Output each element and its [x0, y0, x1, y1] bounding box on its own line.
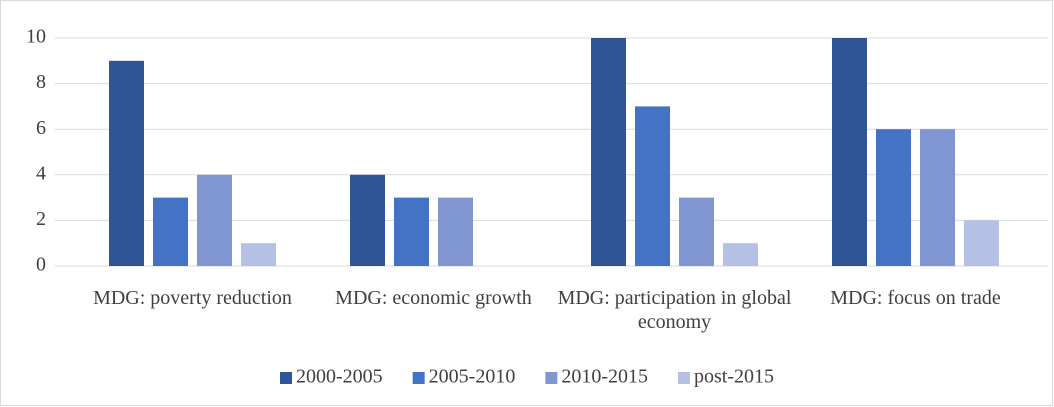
legend-swatch — [412, 372, 425, 384]
bar — [679, 197, 714, 266]
bar — [197, 174, 232, 266]
y-tick-label: 8 — [36, 71, 46, 93]
x-tick-label: MDG: economic growth — [335, 287, 532, 309]
bar — [832, 38, 867, 266]
bar — [394, 197, 429, 266]
bar — [153, 197, 188, 266]
y-tick-label: 10 — [26, 26, 46, 48]
y-tick-label: 2 — [36, 208, 46, 230]
y-tick-label: 6 — [36, 117, 46, 139]
legend-label: 2000-2005 — [296, 366, 383, 388]
legend-swatch — [545, 372, 558, 384]
x-tick-label: MDG: participation in global economy — [557, 287, 792, 333]
bar — [241, 243, 276, 266]
bar — [438, 197, 473, 266]
bar — [920, 129, 955, 266]
bar — [723, 243, 758, 266]
x-tick-label: MDG: focus on trade — [830, 287, 1001, 309]
bar — [350, 174, 385, 266]
legend-label: post-2015 — [694, 366, 774, 388]
legend-swatch — [678, 372, 691, 384]
bar — [591, 38, 626, 266]
y-tick-label: 0 — [36, 254, 46, 276]
x-tick-label: MDG: poverty reduction — [93, 287, 292, 309]
legend-swatch — [279, 372, 292, 384]
y-tick-label: 4 — [36, 162, 46, 184]
bar — [635, 106, 670, 267]
bar — [964, 220, 999, 266]
legend-label: 2010-2015 — [561, 366, 648, 388]
legend-label: 2005-2010 — [429, 366, 516, 388]
bar — [109, 60, 144, 266]
bar — [876, 129, 911, 266]
